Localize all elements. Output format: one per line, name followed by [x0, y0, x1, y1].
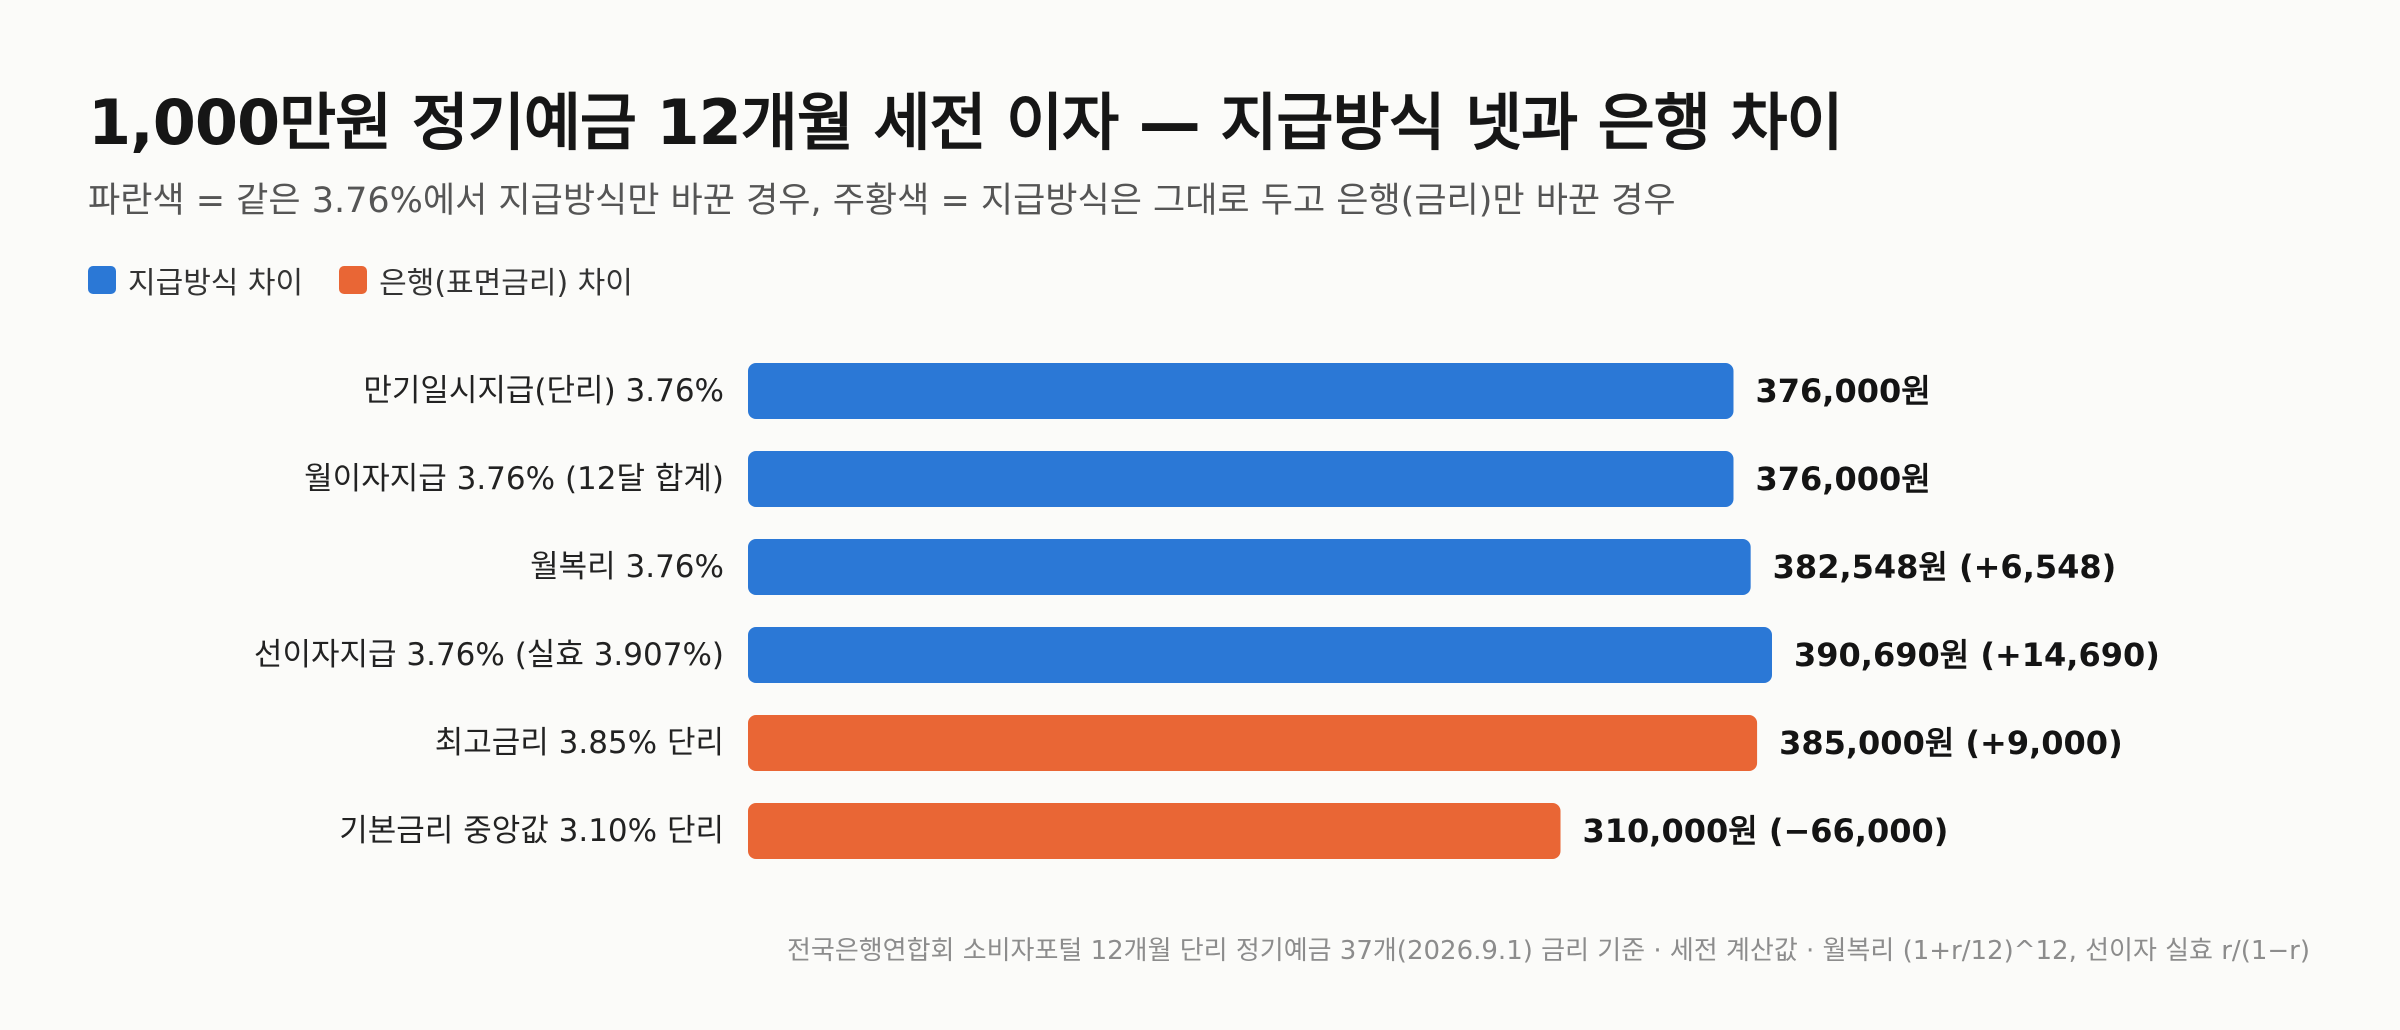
source-footnote: 전국은행연합회 소비자포털 12개월 단리 정기예금 37개(2026.9.1)…	[787, 936, 2310, 966]
value-label: 382,548원 (+6,548)	[1773, 548, 2117, 586]
bar	[748, 627, 1772, 683]
legend-label: 은행(표면금리) 차이	[379, 266, 633, 301]
value-label: 310,000원 (−66,000)	[1583, 812, 1949, 850]
legend-item-bank-rate: 은행(표면금리) 차이	[339, 258, 633, 302]
value-label: 376,000원	[1755, 460, 1930, 498]
legend: 지급방식 차이 은행(표면금리) 차이	[88, 258, 633, 302]
category-label: 기본금리 중앙값 3.10% 단리	[339, 813, 724, 849]
value-label: 376,000원	[1755, 372, 1930, 410]
category-label: 월복리 3.76%	[530, 549, 724, 585]
legend-label: 지급방식 차이	[128, 266, 304, 301]
value-label: 390,690원 (+14,690)	[1794, 636, 2160, 674]
bar	[748, 363, 1734, 419]
category-label: 선이자지급 3.76% (실효 3.907%)	[254, 637, 724, 673]
category-label: 최고금리 3.85% 단리	[435, 725, 724, 761]
bar	[748, 539, 1751, 595]
category-label: 만기일시지급(단리) 3.76%	[363, 373, 724, 409]
value-label: 385,000원 (+9,000)	[1779, 724, 2123, 762]
legend-swatch-orange	[339, 266, 368, 294]
bar	[748, 451, 1734, 507]
chart-subtitle: 파란색 = 같은 3.76%에서 지급방식만 바꾼 경우, 주황색 = 지급방식…	[88, 181, 1676, 221]
legend-swatch-blue	[88, 266, 116, 294]
bar	[748, 803, 1561, 859]
chart-title: 1,000만원 정기예금 12개월 세전 이자 — 지급방식 넷과 은행 차이	[88, 86, 1844, 159]
category-label: 월이자지급 3.76% (12달 합계)	[304, 461, 724, 497]
legend-item-payment-method: 지급방식 차이	[88, 258, 303, 302]
bar	[748, 715, 1758, 771]
